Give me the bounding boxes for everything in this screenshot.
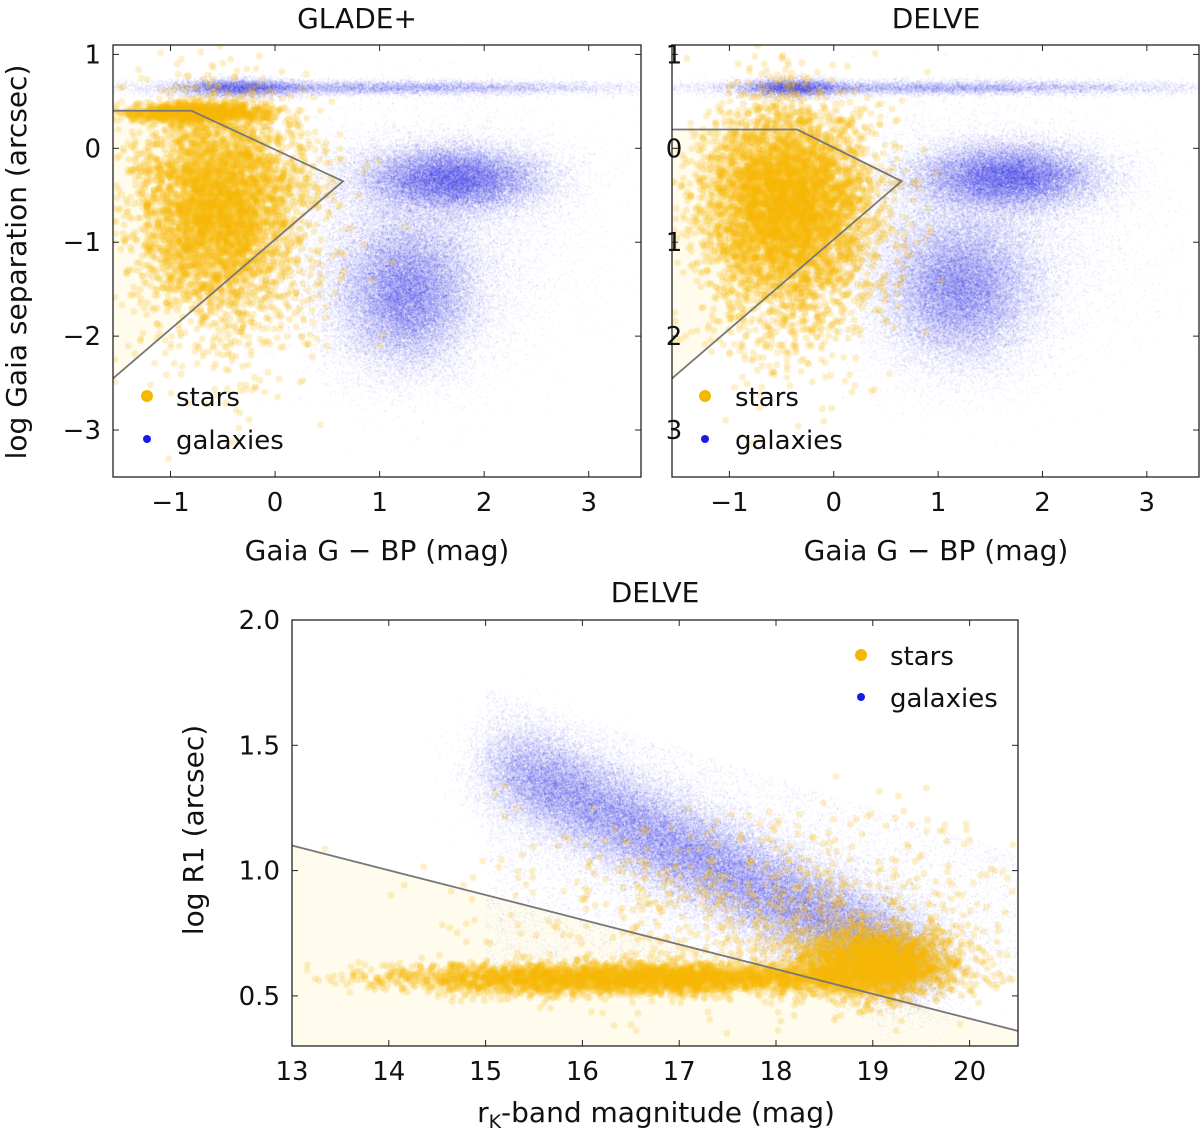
y-tick-label: 1 [666, 40, 683, 70]
legend-marker-galaxies [143, 435, 151, 443]
x-axis-label: Gaia G − BP (mag) [245, 534, 510, 567]
panel-title: DELVE [892, 2, 981, 35]
x-tick-label: 1 [371, 488, 388, 518]
y-tick-label: 2 [666, 322, 683, 352]
x-tick-label: 3 [1139, 488, 1156, 518]
y-tick-label: −3 [63, 416, 101, 446]
y-tick-label: 1.0 [239, 857, 280, 887]
x-tick-label: 3 [580, 488, 597, 518]
x-tick-label: 0 [825, 488, 842, 518]
legend: stars galaxies [141, 383, 284, 456]
y-tick-label: 1 [84, 40, 101, 70]
legend-label-stars: stars [735, 383, 799, 413]
panel-delve-gaia: DELVE −1 0 1 2 3 1 0 1 2 3 Gaia G − BP (mag) star… [666, 2, 1200, 567]
x-tick-label: −1 [710, 488, 748, 518]
classification-boundary [671, 128, 904, 380]
legend-label-stars: stars [176, 383, 240, 413]
panel-glade-gaia: GLADE+ −1 0 1 2 310−1−2−3 Gaia G − BP (mag) … [0, 2, 642, 567]
classification-boundary [112, 109, 345, 380]
x-tick-label: 2 [476, 488, 493, 518]
panel-title: GLADE+ [297, 2, 417, 35]
y-tick-label: 3 [666, 416, 683, 446]
x-axis-label: Gaia G − BP (mag) [804, 534, 1069, 567]
y-tick-label: −2 [63, 322, 101, 352]
y-tick-label: −1 [63, 228, 101, 258]
y-tick-label: 0.5 [239, 982, 280, 1012]
legend-marker-stars [699, 390, 711, 402]
plot-frame [671, 44, 1200, 478]
x-axis-label: rK-band magnitude (mag) [477, 1096, 835, 1133]
y-tick-label: 0 [666, 134, 683, 164]
y-tick-label: 0 [84, 134, 101, 164]
legend-marker-galaxies [857, 693, 865, 701]
x-tick-label: 15 [469, 1057, 502, 1087]
legend: stars galaxies [855, 642, 998, 714]
legend-marker-galaxies [701, 435, 709, 443]
x-tick-label: 0 [267, 488, 284, 518]
x-tick-label: 18 [759, 1057, 792, 1087]
x-tick-label: 16 [566, 1057, 599, 1087]
tick-labels: 13 14 15 16 17 18 19 20 2.0 1.5 1.0 0.5 [239, 606, 1018, 1087]
x-tick-label: 2 [1034, 488, 1051, 518]
x-tick-label: 1 [930, 488, 947, 518]
y-axis-label: log Gaia separation (arcsec) [0, 65, 33, 460]
x-tick-label: 14 [372, 1057, 405, 1087]
tick-labels: −1 0 1 2 3 1 0 −1 −2 −3 [63, 40, 641, 518]
legend-label-galaxies: galaxies [735, 426, 843, 456]
legend: stars galaxies [699, 383, 843, 456]
classification-boundary [291, 844, 1019, 1032]
scatter-points [292, 620, 1018, 1046]
legend-label-galaxies: galaxies [176, 426, 284, 456]
x-tick-label: 20 [953, 1057, 986, 1087]
scatter-points [113, 45, 641, 477]
plot-frame [112, 44, 642, 478]
y-tick-label: 2.0 [239, 606, 280, 636]
panel-title: DELVE [611, 576, 700, 609]
legend-marker-stars [141, 390, 153, 402]
x-tick-label: 17 [663, 1057, 696, 1087]
plot-frame [291, 619, 1019, 1047]
x-tick-label: 19 [856, 1057, 889, 1087]
y-axis-label: log R1 (arcsec) [177, 725, 210, 935]
panel-delve-r1: DELVE 13 14 15 16 17 18 19 20 2.0 1.5 1.0 0.5 rK-ba… [177, 576, 1019, 1133]
y-tick-label: 1 [666, 228, 683, 258]
scatter-points [672, 45, 1200, 477]
legend-label-galaxies: galaxies [890, 684, 998, 714]
tick-labels: −1 0 1 2 3 1 0 1 2 3 [666, 40, 1199, 518]
legend-marker-stars [855, 649, 867, 661]
y-tick-label: 1.5 [239, 731, 280, 761]
legend-label-stars: stars [890, 642, 954, 672]
x-tick-label: −1 [151, 488, 189, 518]
x-tick-label: 13 [275, 1057, 308, 1087]
